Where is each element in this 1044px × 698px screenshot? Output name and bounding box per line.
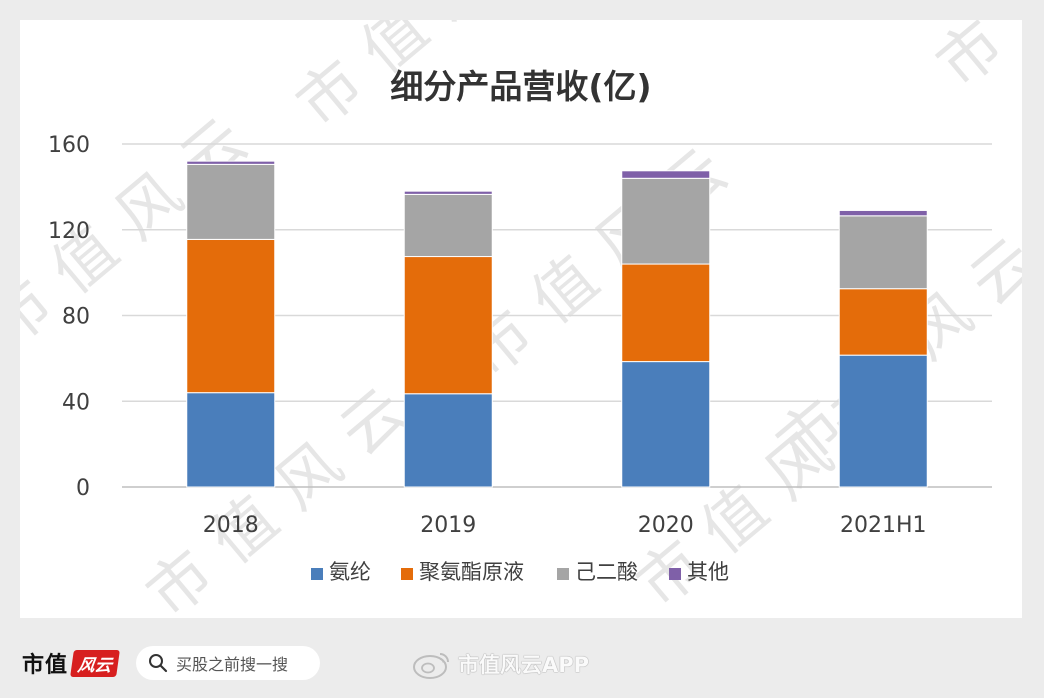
bar-segment	[403, 393, 493, 488]
brand-logo[interactable]: 市值 风云	[22, 648, 120, 678]
brand-badge: 风云	[70, 649, 120, 677]
x-tick-label: 2018	[203, 513, 259, 538]
y-tick-label: 80	[62, 305, 90, 330]
chart-card: 市值风云市值风云市值风云市值风云市值风云市值风云市值风云 细分产品营收(亿) 0…	[20, 20, 1022, 618]
bar-segment	[621, 177, 711, 265]
bar-segment	[621, 263, 711, 363]
y-tick-label: 160	[48, 133, 90, 158]
bar-segment	[621, 170, 711, 179]
brand-name: 市值	[22, 652, 69, 678]
legend: 氨纶 聚氨酯原液 己二酸 其他	[311, 560, 729, 584]
bar-segment	[621, 361, 711, 488]
legend-label: 己二酸	[575, 560, 638, 584]
watermark-text: 市值风云	[453, 120, 757, 392]
x-tick-label: 2021H1	[840, 513, 927, 538]
bar-segment	[838, 209, 928, 217]
y-tick-label: 0	[76, 476, 90, 501]
y-tick-label: 120	[48, 219, 90, 244]
search-icon	[149, 654, 168, 673]
bar-segment	[186, 392, 276, 488]
y-axis-ticks: 0 40 80 120 160	[48, 133, 90, 501]
legend-swatch	[401, 568, 413, 580]
weibo-icon	[413, 653, 449, 679]
weibo-watermark: 市值风云APP	[412, 644, 589, 684]
bars	[186, 160, 928, 488]
legend-swatch	[669, 568, 681, 580]
search-placeholder: 买股之前搜一搜	[176, 655, 289, 674]
bar-segment	[403, 190, 493, 195]
legend-label: 其他	[687, 560, 729, 584]
footer-bar: 市值 风云 买股之前搜一搜 市值风云APP	[0, 630, 1044, 698]
chart: 市值风云市值风云市值风云市值风云市值风云市值风云市值风云 细分产品营收(亿) 0…	[20, 20, 1022, 618]
bar-segment	[838, 354, 928, 488]
watermark-text: 市值风云	[923, 20, 1022, 101]
x-axis-ticks: 2018 2019 2020 2021H1	[203, 513, 927, 538]
search-box[interactable]: 买股之前搜一搜	[136, 646, 320, 680]
bar-segment	[403, 193, 493, 258]
bar-segment	[403, 256, 493, 395]
legend-label: 氨纶	[329, 560, 371, 584]
x-tick-label: 2019	[420, 513, 476, 538]
bar-segment	[838, 215, 928, 290]
x-tick-label: 2020	[638, 513, 694, 538]
bar-segment	[186, 163, 276, 240]
bar-segment	[186, 160, 276, 165]
legend-label: 聚氨酯原液	[419, 560, 524, 584]
bar-segment	[186, 238, 276, 394]
weibo-account-text: 市值风云APP	[458, 653, 590, 677]
bar-segment	[838, 288, 928, 356]
chart-title: 细分产品营收(亿)	[390, 67, 651, 106]
watermark-text: 市值风云	[133, 360, 437, 618]
legend-swatch	[557, 568, 569, 580]
y-tick-label: 40	[62, 390, 90, 415]
legend-swatch	[311, 568, 323, 580]
